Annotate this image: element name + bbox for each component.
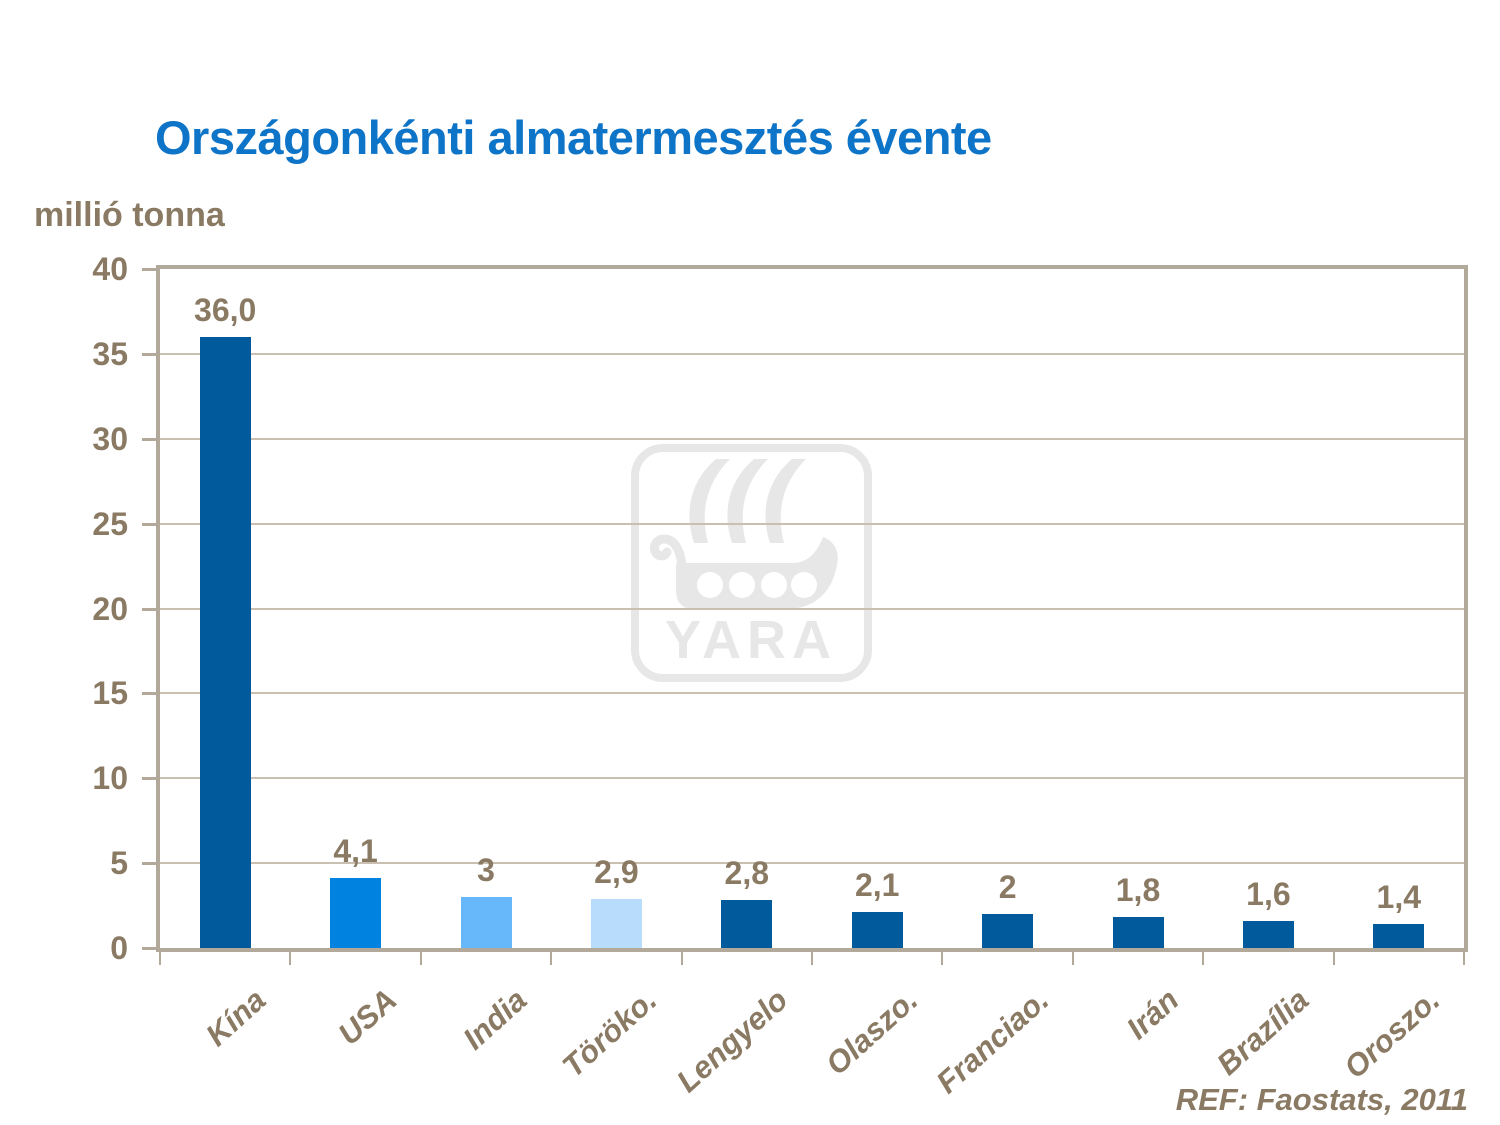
bar-value-label: 1,4 [1376, 879, 1422, 916]
y-axis-tick-label: 30 [92, 420, 128, 457]
watermark-frame [631, 444, 872, 682]
y-axis-tick-label: 20 [92, 590, 128, 627]
y-axis-tick-mark [142, 947, 156, 950]
gridline-25 [160, 522, 1464, 525]
y-axis-tick-mark [142, 522, 156, 526]
bar [590, 898, 642, 948]
y-axis-tick-mark [142, 692, 156, 696]
x-axis-tick-mark [1202, 948, 1205, 965]
y-axis-tick-mark [142, 437, 156, 441]
x-axis-tick-mark [811, 948, 813, 965]
bar-value-label: 1,8 [1115, 872, 1161, 909]
gridline-10 [160, 777, 1464, 780]
source-reference: REF: Faostats, 2011 [1175, 1082, 1468, 1117]
bar [1242, 920, 1294, 948]
bar [1112, 917, 1164, 948]
y-axis-tick-label: 25 [92, 505, 128, 542]
watermark-wordmark: YARA [665, 610, 837, 670]
viking-ship-icon [649, 459, 838, 609]
y-axis-tick-label: 10 [92, 760, 128, 797]
bar [982, 914, 1034, 948]
x-axis-tick-mark [550, 948, 553, 965]
x-axis-category-label: Kína [199, 982, 273, 1053]
x-axis-tick-mark [1071, 948, 1074, 965]
plot-area: YARA 36,0 4,1 3 2,9 2,8 2,1 2 1,8 1,6 1,4 [156, 265, 1468, 952]
bar [460, 897, 512, 948]
y-axis-tick-label: 5 [110, 845, 128, 882]
bar [851, 912, 903, 948]
bar [1373, 924, 1425, 948]
x-axis-tick-mark [941, 948, 944, 965]
bar [330, 878, 382, 948]
chart-title: Országonkénti almatermesztés évente [155, 111, 992, 164]
gridline-35 [160, 352, 1464, 355]
y-axis-tick-mark [142, 862, 156, 866]
y-axis-tick-mark [142, 352, 156, 356]
x-axis-tick-mark [289, 948, 292, 965]
x-axis-tick-mark [1332, 948, 1335, 965]
y-axis-unit-label: millió tonna [34, 196, 225, 234]
bar-value-label: 36,0 [194, 291, 257, 328]
bar-value-label: 3 [477, 852, 495, 889]
bar [199, 336, 251, 948]
bar-value-label: 2 [998, 869, 1017, 906]
y-axis-tick-label: 40 [92, 251, 128, 287]
gridline-15 [160, 692, 1464, 695]
y-axis-tick-label: 0 [110, 930, 128, 966]
y-axis-tick-mark [142, 777, 156, 781]
gridline-30 [160, 437, 1464, 440]
y-axis-tick-mark [142, 607, 156, 611]
y-axis-tick-mark [142, 268, 156, 271]
y-axis-tick-label: 35 [92, 335, 128, 372]
gridline-5 [160, 862, 1464, 865]
x-axis-tick-mark [159, 948, 161, 965]
bar-value-label: 2,8 [724, 855, 770, 892]
bar-value-label: 2,9 [594, 853, 639, 890]
bar [721, 900, 773, 948]
bar-value-label: 1,6 [1246, 875, 1291, 912]
x-axis-tick-mark [680, 948, 683, 965]
x-axis-tick-mark [419, 948, 422, 965]
bar-value-label: 2,1 [854, 867, 900, 904]
yara-logo-watermark: YARA [631, 444, 872, 682]
bar-value-label: 4,1 [333, 833, 378, 870]
gridline-20 [160, 607, 1464, 610]
y-axis-tick-label: 15 [92, 675, 128, 712]
x-axis-tick-mark [1463, 948, 1465, 965]
